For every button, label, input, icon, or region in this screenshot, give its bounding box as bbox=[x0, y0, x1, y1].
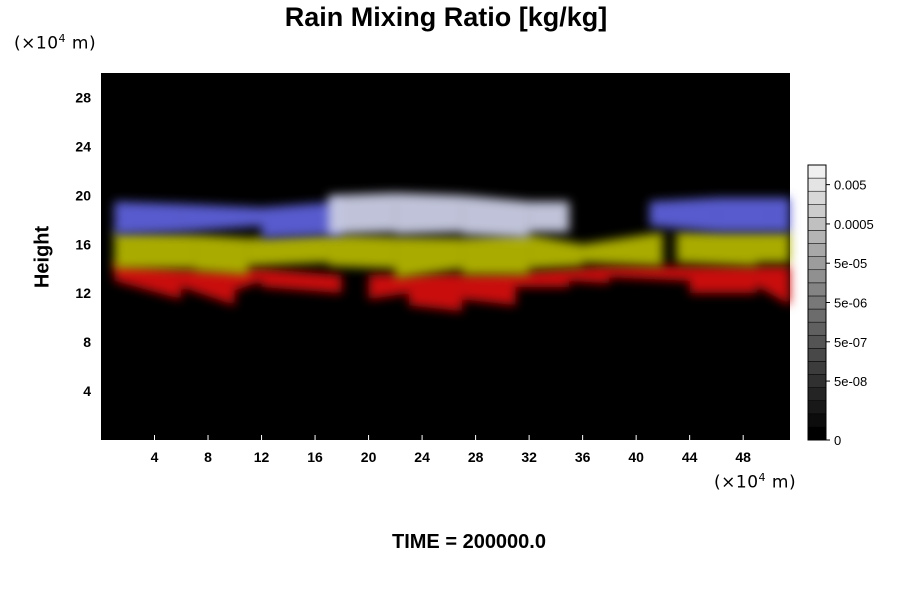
heatmap-cell bbox=[756, 266, 790, 306]
heatmap-cell bbox=[328, 234, 396, 269]
colorbar-swatch bbox=[807, 400, 827, 415]
colorbar-swatch bbox=[807, 269, 827, 284]
heatmap-cell bbox=[676, 232, 757, 267]
time-label: TIME = 200000.0 bbox=[392, 531, 546, 553]
heatmap-cell bbox=[769, 197, 790, 233]
colorbar-label: 0 bbox=[834, 433, 841, 448]
colorbar-swatch bbox=[807, 243, 827, 257]
colorbar-swatch bbox=[807, 204, 827, 218]
colorbar-swatch bbox=[807, 308, 827, 323]
colorbar-swatch bbox=[807, 321, 827, 336]
y-tick-label: 8 bbox=[83, 334, 91, 350]
heatmap-cell bbox=[408, 273, 463, 312]
x-tick-label: 24 bbox=[414, 449, 430, 465]
x-tick-label: 28 bbox=[468, 449, 484, 465]
colorbar-label: 0.005 bbox=[834, 178, 867, 193]
x-tick-label: 16 bbox=[307, 449, 323, 465]
heatmap-cell bbox=[756, 232, 790, 263]
colorbar-swatch bbox=[807, 334, 827, 349]
x-tick-label: 32 bbox=[521, 449, 537, 465]
heatmap-cell bbox=[181, 203, 262, 233]
colorbar-label: 5e-05 bbox=[834, 256, 867, 271]
colorbar-swatch bbox=[807, 177, 827, 192]
colorbar-swatch bbox=[807, 190, 827, 205]
x-axis: 4 8 12 16 20 24 28 32 36 40 44 48 bbox=[151, 435, 751, 465]
layer-1 bbox=[114, 232, 790, 279]
x-tick-label: 44 bbox=[682, 449, 698, 465]
colorbar-swatch bbox=[807, 256, 827, 271]
chart-title: Rain Mixing Ratio [kg/kg] bbox=[284, 2, 608, 32]
heatmap-cell bbox=[462, 272, 516, 306]
heatmap-cell bbox=[529, 201, 570, 233]
x-tick-label: 4 bbox=[151, 449, 159, 465]
heatmap-cell bbox=[248, 234, 329, 267]
heatmap-cell bbox=[649, 197, 717, 233]
x-axis-unit: (×104 m) bbox=[714, 471, 797, 493]
heatmap-cell bbox=[569, 266, 610, 284]
y-tick-label: 4 bbox=[83, 383, 91, 399]
y-tick-label: 28 bbox=[75, 89, 91, 105]
heatmap-cell bbox=[261, 201, 342, 239]
y-tick-label: 24 bbox=[75, 138, 91, 154]
heatmap-cell bbox=[181, 268, 235, 306]
colorbar-label: 5e-07 bbox=[834, 335, 867, 350]
colorbar-swatch bbox=[807, 217, 827, 231]
heatmap-cell bbox=[114, 232, 195, 269]
colorbar-swatch bbox=[807, 230, 827, 244]
heatmap-cell bbox=[716, 197, 770, 233]
heatmap-cell bbox=[368, 273, 409, 300]
colorbar-label: 5e-08 bbox=[834, 374, 867, 389]
colorbar-label: 5e-06 bbox=[834, 296, 867, 311]
heatmap-cell bbox=[582, 232, 663, 267]
x-tick-label: 40 bbox=[628, 449, 644, 465]
layer-0 bbox=[114, 262, 790, 312]
x-tick-label: 36 bbox=[575, 449, 591, 465]
heatmap-cell bbox=[462, 234, 530, 275]
colorbar-swatch bbox=[807, 295, 827, 310]
y-tick-label: 12 bbox=[75, 285, 91, 301]
y-axis: 4 8 12 16 20 24 28 bbox=[75, 89, 91, 399]
y-tick-label: 20 bbox=[75, 187, 91, 203]
colorbar-swatch bbox=[807, 413, 827, 428]
colorbar-swatch bbox=[807, 164, 827, 179]
colorbar-swatch bbox=[807, 426, 827, 441]
heatmap-cell bbox=[114, 201, 182, 235]
heatmap-cell bbox=[194, 234, 249, 275]
heatmap-cell bbox=[328, 192, 396, 235]
heatmap-cell bbox=[114, 262, 182, 300]
heatmap-cell bbox=[529, 234, 583, 269]
x-tick-label: 20 bbox=[361, 449, 377, 465]
layer-3 bbox=[328, 192, 570, 239]
heatmap-cell bbox=[395, 236, 463, 279]
x-tick-label: 12 bbox=[254, 449, 270, 465]
heatmap-cell bbox=[689, 266, 757, 294]
layer-2 bbox=[114, 197, 790, 239]
colorbar-swatch bbox=[807, 387, 827, 401]
colorbar-swatch bbox=[807, 282, 827, 297]
y-axis-unit: (×104 m) bbox=[14, 32, 97, 54]
heatmap-cell bbox=[609, 266, 690, 281]
x-tick-label: 48 bbox=[735, 449, 751, 465]
heatmap-layers bbox=[114, 192, 790, 312]
x-tick-label: 8 bbox=[204, 449, 212, 465]
heatmap-cell bbox=[395, 192, 463, 235]
colorbar: 0.005 0.0005 5e-05 5e-06 5e-07 5e-08 0 bbox=[807, 164, 874, 448]
y-tick-label: 16 bbox=[75, 236, 91, 252]
colorbar-swatch bbox=[807, 361, 827, 375]
heatmap-cell bbox=[462, 195, 530, 239]
colorbar-swatch bbox=[807, 348, 827, 362]
colorbar-label: 0.0005 bbox=[834, 217, 874, 232]
colorbar-swatch bbox=[807, 374, 827, 388]
heatmap-cell bbox=[261, 268, 342, 294]
